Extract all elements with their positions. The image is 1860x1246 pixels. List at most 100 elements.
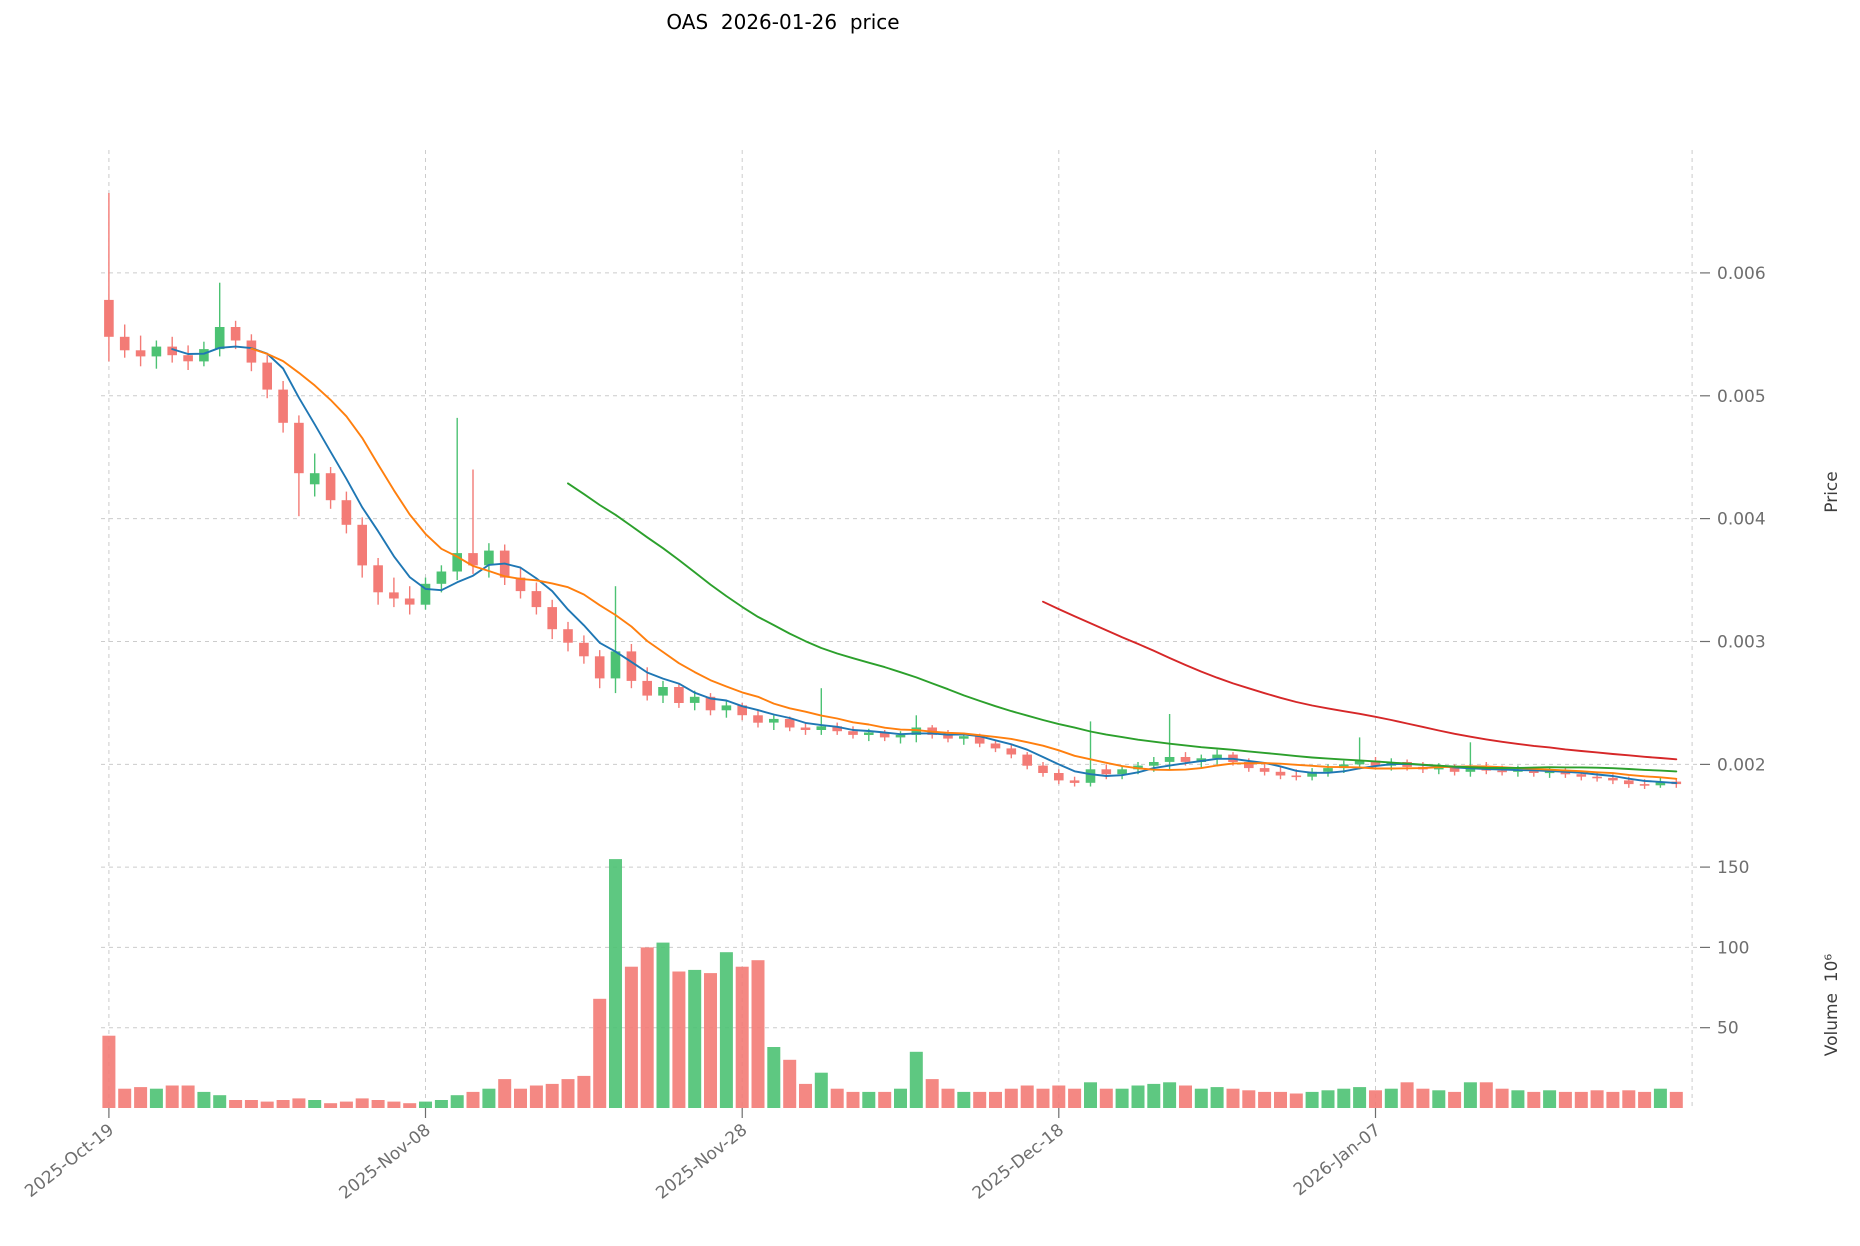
- candle-body: [278, 389, 288, 423]
- volume-bar: [1099, 1088, 1113, 1108]
- candle-body: [1624, 780, 1634, 785]
- candle-body: [658, 687, 668, 696]
- volume-bar: [989, 1091, 1002, 1108]
- candle-body: [452, 553, 462, 572]
- volume-bar: [1004, 1088, 1018, 1108]
- candle-body: [1038, 765, 1048, 773]
- candle-body: [167, 346, 177, 356]
- volume-bar: [1321, 1090, 1335, 1108]
- volume-bar: [1590, 1090, 1604, 1108]
- volume-bar: [609, 859, 622, 1108]
- candle-body: [1085, 769, 1096, 783]
- candle-body: [1639, 784, 1650, 786]
- candle-body: [357, 524, 367, 566]
- candle-body: [246, 340, 257, 363]
- candle-body: [119, 336, 130, 351]
- candle-body: [389, 592, 399, 599]
- candle-body: [373, 565, 383, 593]
- volume-bar: [862, 1091, 876, 1108]
- volume-bar: [498, 1079, 512, 1108]
- candle-body: [864, 732, 874, 735]
- volume-bar: [419, 1101, 432, 1108]
- volume-bar: [276, 1100, 290, 1108]
- candle-body: [151, 346, 162, 357]
- candle-body: [721, 705, 732, 711]
- candle-body: [1006, 748, 1017, 755]
- candle-body: [737, 705, 747, 716]
- ma-line-30: [567, 482, 1678, 773]
- date-tick-label: 2026-Jan-07: [1290, 1120, 1385, 1200]
- date-tick-label: 2025-Oct-19: [21, 1120, 118, 1202]
- candle-body: [309, 473, 320, 485]
- price-tick-label: 0.004: [1717, 510, 1766, 530]
- volume-bar: [1622, 1090, 1636, 1108]
- date-tick-label: 2025-Dec-18: [969, 1120, 1068, 1204]
- price-tick-label: 0.003: [1717, 633, 1766, 653]
- volume-bar: [1242, 1090, 1256, 1108]
- volume-bar: [545, 1083, 559, 1108]
- volume-bar: [846, 1091, 860, 1108]
- volume-bar: [1416, 1088, 1430, 1108]
- candle-body: [104, 299, 114, 337]
- candle-body: [1307, 771, 1317, 777]
- volume-tick-label: 100: [1717, 938, 1749, 958]
- volume-bar: [1210, 1087, 1224, 1108]
- volume-bar: [894, 1088, 907, 1108]
- candle-body: [1212, 754, 1222, 759]
- volume-bar: [1384, 1088, 1398, 1108]
- volume-bar: [1527, 1091, 1541, 1108]
- volume-bar: [260, 1101, 274, 1108]
- volume-bar: [181, 1085, 195, 1108]
- volume-bar: [1305, 1091, 1319, 1108]
- candle-body: [689, 696, 700, 703]
- candle-body: [895, 734, 906, 738]
- volume-tick-label: 150: [1717, 858, 1749, 878]
- volume-tick-label: 50: [1717, 1019, 1739, 1039]
- candle-body: [436, 571, 447, 584]
- candle-body: [1592, 776, 1602, 779]
- candle-body: [642, 680, 652, 696]
- candle-body: [1101, 769, 1112, 775]
- candle-body: [183, 355, 193, 362]
- volume-bar: [799, 1083, 812, 1108]
- candle-body: [531, 591, 542, 608]
- candle-body: [832, 726, 842, 732]
- volume-bar: [925, 1079, 939, 1108]
- candle-body: [879, 732, 890, 738]
- candle-body: [594, 656, 605, 679]
- ma-line-10: [250, 347, 1678, 780]
- volume-bar: [1574, 1091, 1588, 1108]
- candle-body: [1465, 766, 1476, 772]
- volume-bar: [529, 1085, 543, 1108]
- candle-body: [404, 598, 415, 605]
- volume-bar: [688, 969, 702, 1108]
- volume-bar: [1337, 1088, 1351, 1108]
- volume-bar: [403, 1103, 417, 1108]
- candle-body: [674, 687, 684, 703]
- candle-body: [294, 422, 304, 474]
- candle-body: [1149, 762, 1159, 766]
- volume-bar: [514, 1088, 527, 1108]
- volume-bar: [1068, 1088, 1082, 1108]
- volume-bar: [355, 1098, 369, 1108]
- volume-bar: [878, 1091, 892, 1108]
- candle-body: [1022, 754, 1032, 766]
- ma-line-60: [1042, 600, 1678, 761]
- volume-bar: [149, 1088, 163, 1108]
- volume-bar: [1131, 1085, 1145, 1108]
- candle-body: [753, 715, 763, 723]
- volume-bar: [719, 952, 733, 1108]
- volume-bar: [1369, 1090, 1382, 1108]
- date-tick-label: 2025-Nov-08: [336, 1120, 435, 1203]
- volume-bar: [339, 1101, 353, 1108]
- volume-bar: [1653, 1088, 1667, 1108]
- candle-body: [579, 642, 589, 657]
- candle-body: [214, 327, 225, 350]
- volume-bar: [1147, 1083, 1161, 1108]
- candle-body: [1069, 780, 1080, 783]
- volume-bar: [308, 1100, 322, 1108]
- candle-body: [135, 350, 146, 357]
- volume-bar: [1052, 1085, 1066, 1108]
- volume-bar: [767, 1047, 781, 1108]
